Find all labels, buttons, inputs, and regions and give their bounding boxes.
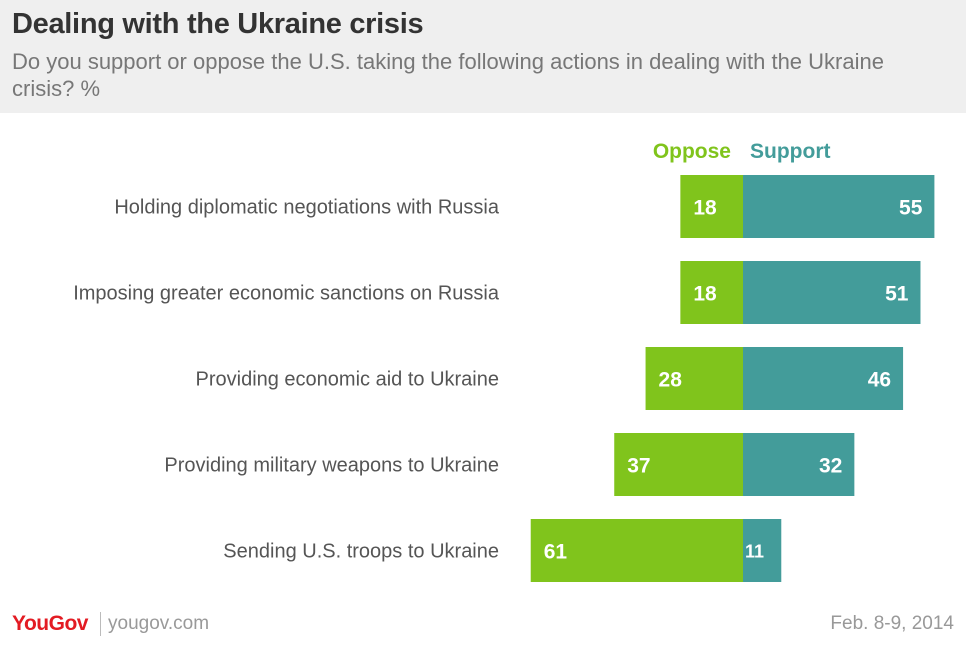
support-bar xyxy=(743,175,935,238)
category-label: Sending U.S. troops to Ukraine xyxy=(223,541,499,563)
legend-support: Support xyxy=(750,140,830,163)
chart-title: Dealing with the Ukraine crisis xyxy=(12,8,424,40)
oppose-value-label: 18 xyxy=(693,283,717,306)
support-value-label: 11 xyxy=(745,542,764,562)
oppose-value-label: 28 xyxy=(659,369,683,392)
yougov-logo: YouGov xyxy=(12,612,88,635)
category-label: Providing military weapons to Ukraine xyxy=(164,455,499,477)
oppose-bar xyxy=(530,519,743,582)
support-value-label: 55 xyxy=(899,197,923,220)
oppose-bar xyxy=(645,347,743,410)
support-value-label: 46 xyxy=(868,369,891,392)
footer-url[interactable]: yougov.com xyxy=(108,613,210,634)
oppose-bar xyxy=(680,175,743,238)
oppose-value-label: 37 xyxy=(627,455,650,478)
survey-date: Feb. 8-9, 2014 xyxy=(830,613,954,634)
oppose-bar xyxy=(680,261,743,324)
header-band: Dealing with the Ukraine crisis Do you s… xyxy=(0,0,966,113)
footer-divider xyxy=(100,612,101,636)
support-bar xyxy=(743,433,855,496)
category-label: Holding diplomatic negotiations with Rus… xyxy=(114,197,500,219)
support-bar xyxy=(743,347,904,410)
support-value-label: 32 xyxy=(819,455,842,478)
oppose-bar xyxy=(614,433,743,496)
oppose-value-label: 61 xyxy=(544,541,568,564)
support-bar xyxy=(743,519,782,582)
chart-subtitle: Do you support or oppose the U.S. taking… xyxy=(12,49,884,101)
support-bar xyxy=(743,261,921,324)
legend-oppose: Oppose xyxy=(653,140,731,163)
category-label: Providing economic aid to Ukraine xyxy=(196,369,500,391)
support-value-label: 51 xyxy=(885,283,909,306)
oppose-value-label: 18 xyxy=(693,197,717,220)
category-label: Imposing greater economic sanctions on R… xyxy=(73,283,500,305)
